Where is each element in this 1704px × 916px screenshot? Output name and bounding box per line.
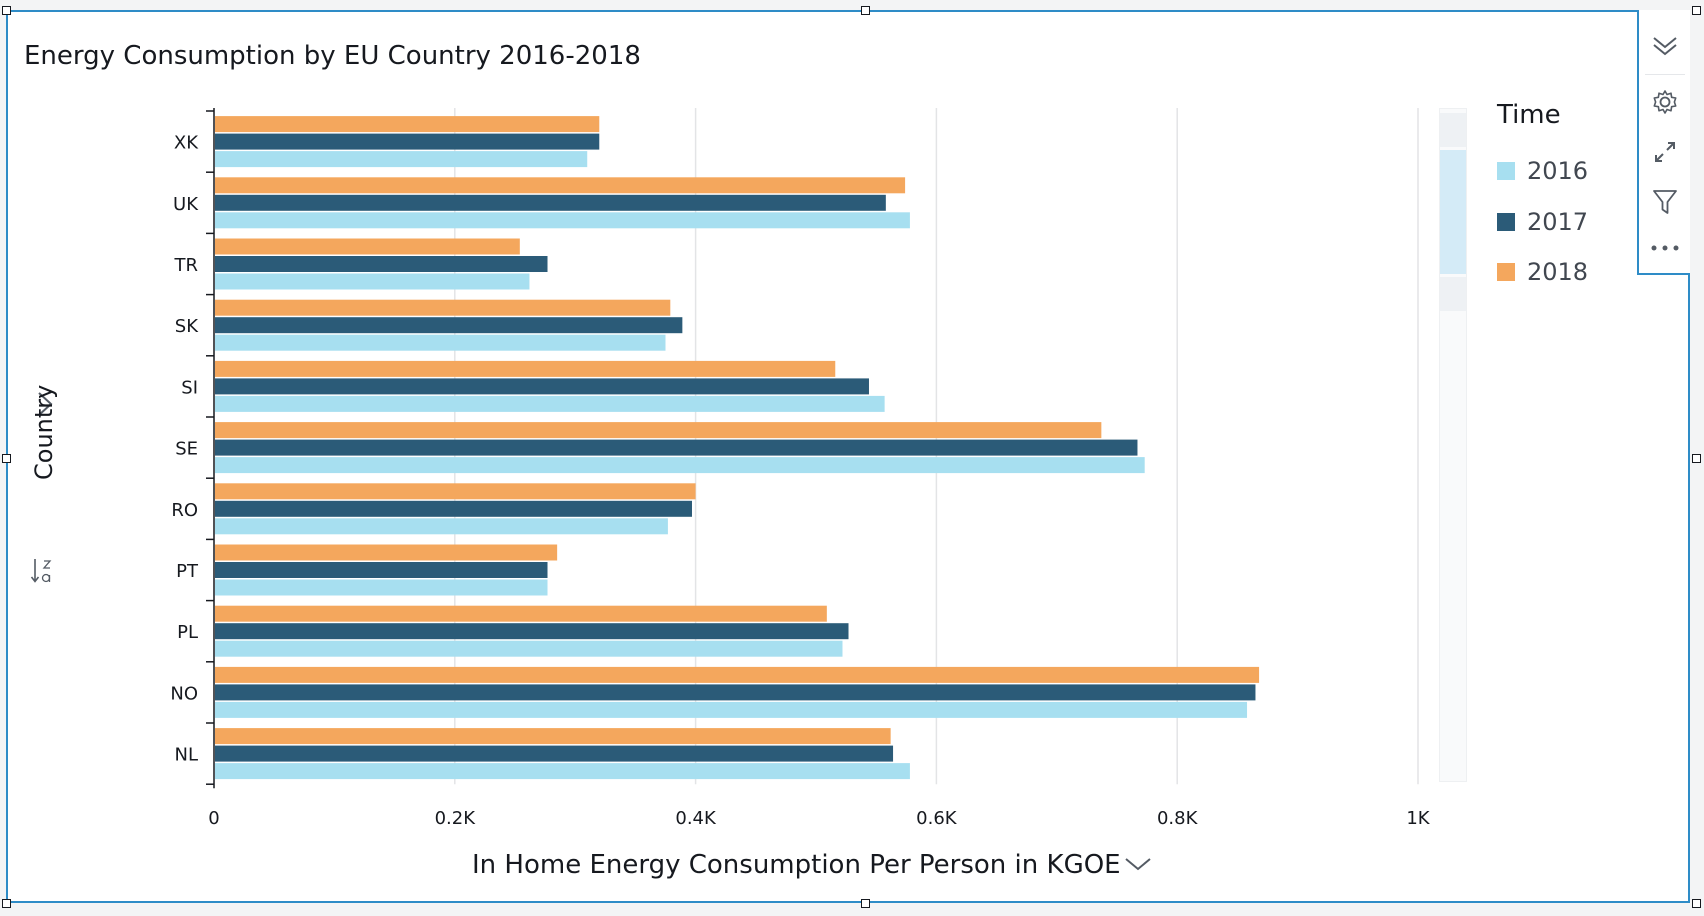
resize-handle-bottom[interactable]	[861, 899, 870, 908]
x-axis-title[interactable]: In Home Energy Consumption Per Person in…	[472, 850, 1121, 880]
visual-toolbar	[1637, 10, 1690, 275]
resize-handle-top[interactable]	[861, 6, 870, 15]
legend-swatch	[1497, 213, 1515, 231]
filter-icon	[1652, 190, 1677, 214]
collapse-button[interactable]	[1639, 22, 1690, 70]
chevron-down-icon	[1125, 858, 1151, 871]
legend-swatch	[1497, 263, 1515, 281]
legend-label: 2016	[1527, 157, 1589, 185]
resize-handle-top-right[interactable]	[1692, 6, 1701, 15]
expand-icon	[1654, 142, 1675, 162]
legend-item-2018[interactable]: 2018	[1497, 257, 1588, 287]
chevron-down-double-icon	[1652, 37, 1677, 56]
resize-handle-bottom-left[interactable]	[2, 899, 11, 908]
chart-scrollbar[interactable]	[1439, 108, 1467, 782]
resize-handle-left[interactable]	[2, 454, 11, 463]
visual-title: Energy Consumption by EU Country 2016-20…	[24, 41, 641, 71]
legend-item-2016[interactable]: 2016	[1497, 156, 1588, 186]
x-axis-dropdown-button[interactable]	[1124, 856, 1152, 876]
resize-handle-top-left[interactable]	[2, 6, 11, 15]
legend-title: Time	[1497, 100, 1561, 130]
gear-icon	[1653, 90, 1676, 114]
visual-container[interactable]	[6, 10, 1690, 903]
y-axis-title[interactable]: Country	[30, 384, 58, 480]
settings-button[interactable]	[1639, 78, 1690, 126]
scroll-thumb[interactable]	[1440, 150, 1466, 274]
legend-label: 2017	[1527, 208, 1589, 236]
legend-item-2017[interactable]: 2017	[1497, 207, 1588, 237]
more-options-button[interactable]	[1639, 224, 1690, 272]
resize-handle-right[interactable]	[1692, 454, 1701, 463]
resize-handle-bottom-right[interactable]	[1692, 899, 1701, 908]
filter-button[interactable]	[1639, 178, 1690, 226]
sort-descending-icon	[30, 559, 52, 583]
sort-button[interactable]	[30, 556, 56, 590]
expand-button[interactable]	[1639, 128, 1690, 176]
scroll-cap-top[interactable]	[1440, 113, 1466, 147]
legend-label: 2018	[1527, 258, 1589, 286]
y-axis-expand-button[interactable]	[36, 390, 54, 422]
scroll-cap-bottom[interactable]	[1440, 277, 1466, 311]
chevron-right-icon	[38, 392, 53, 416]
more-icon	[1651, 245, 1678, 251]
legend-swatch	[1497, 162, 1515, 180]
